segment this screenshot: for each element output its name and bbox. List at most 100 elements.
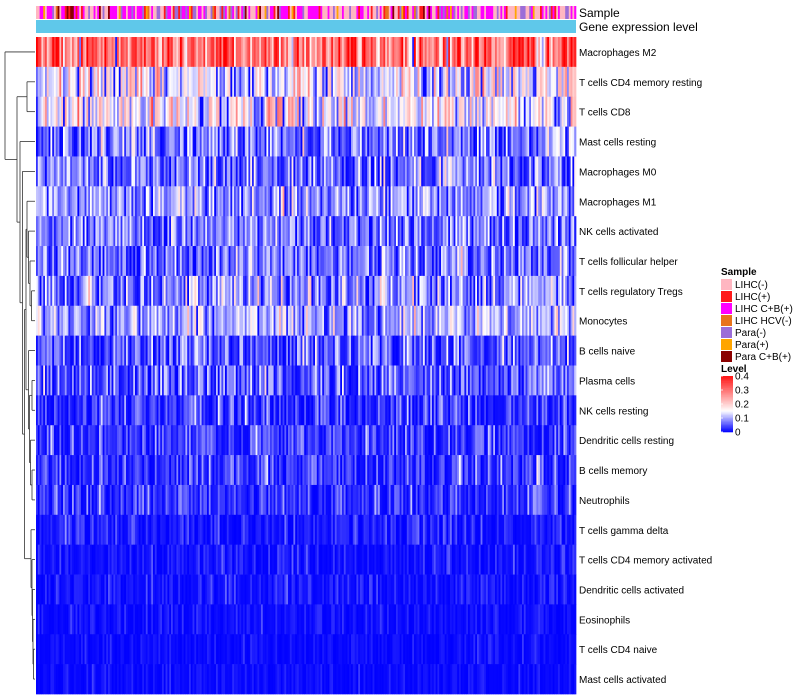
heatmap-cell bbox=[558, 395, 561, 426]
heatmap-cell bbox=[365, 275, 368, 307]
heatmap-cell bbox=[320, 186, 323, 217]
heatmap-cell bbox=[453, 37, 456, 68]
heatmap-cell bbox=[513, 365, 516, 396]
heatmap-cell bbox=[423, 395, 426, 426]
heatmap-cell bbox=[228, 305, 231, 336]
heatmap-cell bbox=[349, 365, 352, 396]
heatmap-cell bbox=[358, 275, 361, 307]
heatmap-cell bbox=[99, 216, 102, 247]
heatmap-cell bbox=[565, 126, 568, 157]
heatmap-cell bbox=[207, 365, 210, 396]
heatmap-cell bbox=[84, 37, 87, 68]
heatmap-cell bbox=[468, 365, 471, 396]
heatmap-cell bbox=[561, 425, 564, 456]
heatmap-cell bbox=[216, 126, 219, 157]
heatmap-cell bbox=[475, 455, 478, 486]
heatmap-cell bbox=[480, 156, 483, 187]
heatmap-cell bbox=[376, 96, 379, 127]
heatmap-cell bbox=[255, 66, 258, 98]
heatmap-cell bbox=[162, 126, 165, 157]
heatmap-cell bbox=[388, 275, 391, 307]
heatmap-cell bbox=[277, 186, 280, 217]
heatmap-cell bbox=[471, 455, 474, 486]
heatmap-cell bbox=[36, 335, 39, 366]
heatmap-cell bbox=[135, 395, 138, 426]
heatmap-cell bbox=[370, 37, 373, 68]
heatmap-cell bbox=[468, 455, 471, 486]
heatmap-cell bbox=[363, 66, 366, 98]
heatmap-cell bbox=[282, 425, 285, 456]
heatmap-cell bbox=[419, 275, 422, 307]
heatmap-cell bbox=[169, 365, 172, 396]
heatmap-cell bbox=[180, 455, 183, 486]
heatmap-cell bbox=[424, 216, 427, 247]
heatmap-cell bbox=[190, 156, 193, 187]
sample-annotation-cell bbox=[459, 6, 462, 19]
heatmap-cell bbox=[73, 126, 76, 157]
heatmap-cell bbox=[574, 395, 577, 426]
heatmap-cell bbox=[484, 216, 487, 247]
heatmap-cell bbox=[435, 275, 438, 307]
heatmap-cell bbox=[505, 455, 508, 486]
heatmap-cell bbox=[469, 156, 472, 187]
heatmap-cell bbox=[453, 246, 456, 277]
heatmap-cell bbox=[133, 395, 136, 426]
heatmap-cell bbox=[234, 275, 237, 307]
heatmap-cell bbox=[298, 365, 301, 396]
heatmap-cell bbox=[111, 275, 114, 307]
heatmap-cell bbox=[142, 275, 145, 307]
heatmap-cell bbox=[414, 305, 417, 336]
heatmap-cell bbox=[442, 126, 445, 157]
heatmap-cell bbox=[444, 335, 447, 366]
heatmap-cell bbox=[462, 96, 465, 127]
heatmap-cell bbox=[244, 37, 247, 68]
heatmap-cell bbox=[93, 484, 96, 516]
heatmap-cell bbox=[273, 246, 276, 277]
heatmap-cell bbox=[167, 126, 170, 157]
heatmap-cell bbox=[322, 425, 325, 456]
heatmap-cell bbox=[79, 275, 82, 307]
heatmap-cell bbox=[457, 126, 460, 157]
sample-annotation-cell bbox=[306, 6, 309, 19]
sample-annotation-cell bbox=[554, 6, 557, 19]
heatmap-cell bbox=[201, 395, 204, 426]
heatmap-cell bbox=[406, 455, 409, 486]
heatmap-cell bbox=[460, 275, 463, 307]
heatmap-cell bbox=[550, 216, 553, 247]
heatmap-cell bbox=[117, 305, 120, 336]
heatmap-cell bbox=[540, 455, 543, 486]
heatmap-cell bbox=[496, 37, 499, 68]
heatmap-cell bbox=[284, 66, 287, 98]
heatmap-cell bbox=[442, 156, 445, 187]
heatmap-cell bbox=[79, 425, 82, 456]
heatmap-cell bbox=[82, 246, 85, 277]
heatmap-cell bbox=[545, 335, 548, 366]
heatmap-cell bbox=[37, 275, 40, 307]
heatmap-cell bbox=[482, 186, 485, 217]
sample-annotation-cell bbox=[504, 6, 507, 19]
heatmap-cell bbox=[257, 365, 260, 396]
heatmap-cell bbox=[52, 186, 55, 217]
heatmap-cell bbox=[514, 395, 517, 426]
heatmap-cell bbox=[491, 126, 494, 157]
heatmap-cell bbox=[388, 246, 391, 277]
heatmap-cell bbox=[498, 96, 501, 127]
heatmap-cell bbox=[471, 126, 474, 157]
heatmap-cell bbox=[81, 484, 84, 516]
heatmap-cell bbox=[248, 66, 251, 98]
heatmap-cell bbox=[93, 66, 96, 98]
heatmap-cell bbox=[514, 246, 517, 277]
heatmap-cell bbox=[378, 365, 381, 396]
heatmap-cell bbox=[351, 66, 354, 98]
heatmap-cell bbox=[324, 66, 327, 98]
heatmap-cell bbox=[198, 455, 201, 486]
heatmap-cell bbox=[246, 156, 249, 187]
heatmap-cell bbox=[36, 186, 39, 217]
heatmap-cell bbox=[259, 37, 262, 68]
heatmap-cell bbox=[343, 96, 346, 127]
heatmap-cell bbox=[291, 156, 294, 187]
heatmap-cell bbox=[349, 96, 352, 127]
heatmap-cell bbox=[516, 156, 519, 187]
heatmap-cell bbox=[95, 126, 98, 157]
heatmap-cell bbox=[145, 455, 148, 486]
